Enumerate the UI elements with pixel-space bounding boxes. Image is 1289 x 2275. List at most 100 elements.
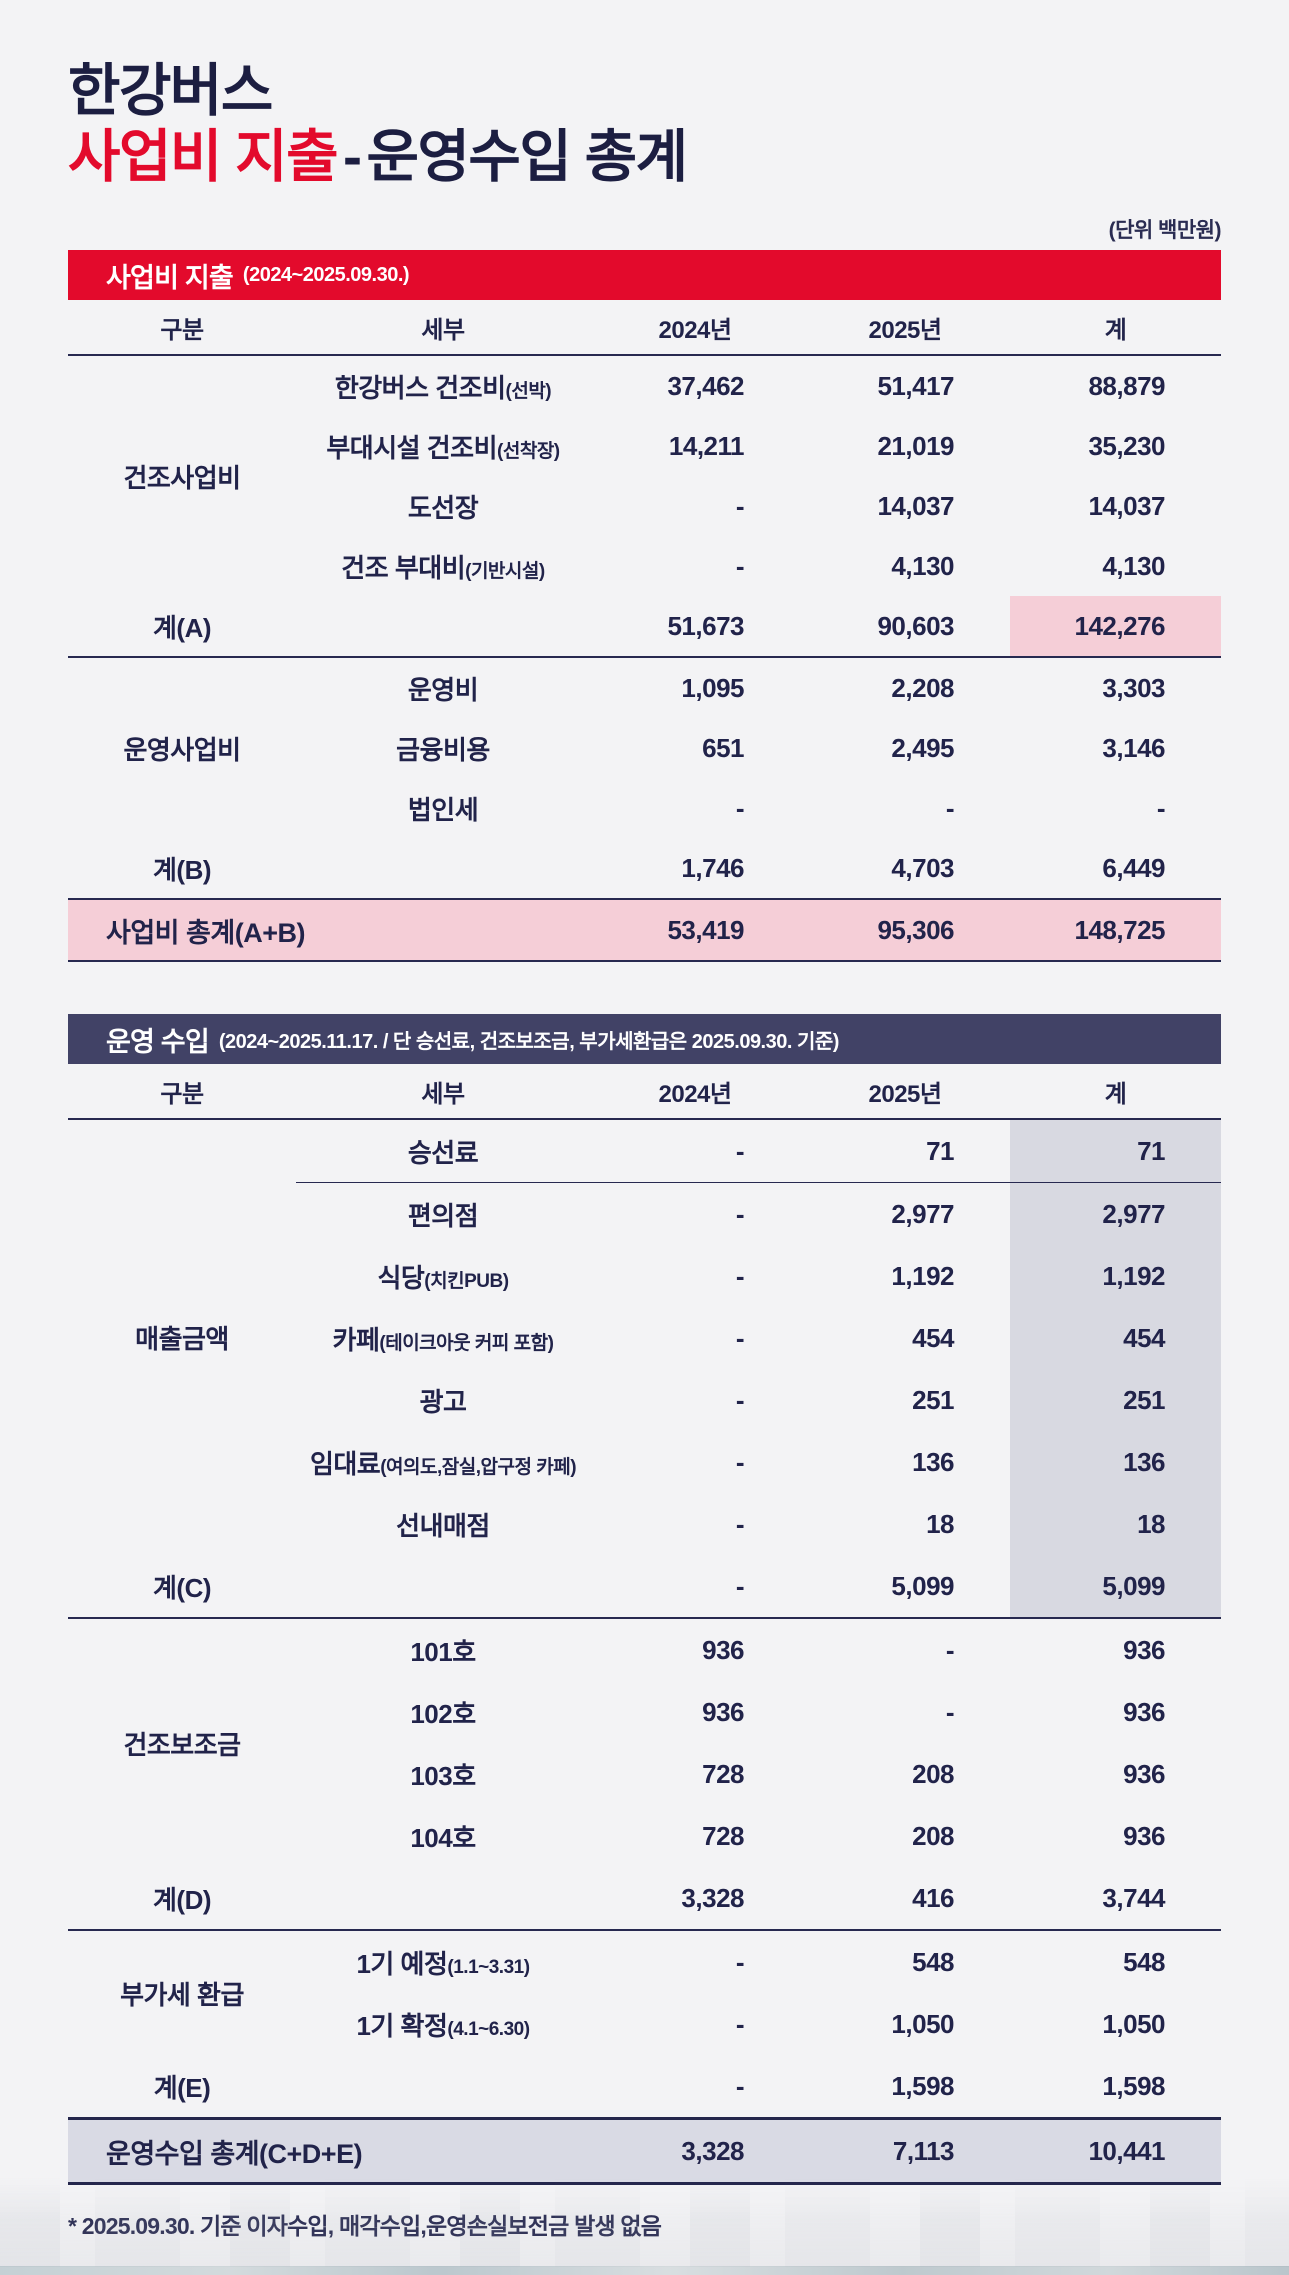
table-row: 건조보조금 101호 936 - 936	[68, 1618, 1221, 1760]
unit-label: (단위 백만원)	[1108, 219, 1222, 243]
column-header-2025: 2025년	[800, 1064, 1010, 1121]
cell-total-highlighted: 454	[1010, 1307, 1221, 1370]
table-row: 금융비용 651 2,495 3,146	[68, 718, 1221, 778]
cell-detail: 101호	[410, 1636, 476, 1667]
cell-2025: 90,603	[800, 596, 1010, 659]
column-header-2024: 2024년	[590, 300, 800, 357]
group-label-operation: 운영사업비	[123, 734, 241, 765]
cell-2024: 37,462	[667, 370, 744, 401]
cell-2024: -	[590, 1555, 800, 1620]
cell-detail-empty	[296, 1867, 590, 1932]
cell-detail: 선내매점	[396, 1510, 490, 1541]
table-row-sum-a: 계(A) 51,673 90,603 142,276	[68, 596, 1221, 659]
expense-header-row: 구분 세부 2024년 2025년 계	[68, 300, 1221, 357]
sum-label: 계(B)	[152, 854, 212, 885]
cell-total: 1,050	[1102, 2008, 1165, 2039]
cell-2024: 936	[702, 1696, 744, 1727]
cell-2025: 136	[912, 1446, 954, 1477]
cell-2024: -	[735, 1260, 745, 1291]
cell-total-highlighted: 1,192	[1010, 1245, 1221, 1308]
cell-2024: -	[735, 550, 745, 581]
cell-total-highlighted: 142,276	[1010, 596, 1221, 659]
cell-2024: 651	[702, 732, 744, 763]
title-line1: 한강버스	[68, 59, 273, 123]
income-section-bar: 운영 수입 (2024~2025.11.17. / 단 승선료, 건조보조금, …	[68, 1014, 1221, 1065]
cell-2024: 53,419	[590, 898, 800, 963]
cell-total: 936	[1123, 1758, 1165, 1789]
cell-total: 14,037	[1088, 490, 1165, 521]
cell-2025: 251	[912, 1384, 954, 1415]
cell-2025: -	[945, 1696, 955, 1727]
cell-2024: 3,328	[590, 1867, 800, 1932]
cell-2025: 454	[912, 1322, 954, 1353]
cell-total: 936	[1123, 1696, 1165, 1727]
column-header-total: 계	[1010, 1064, 1221, 1121]
cell-detail: 카페(테이크아웃 커피 포함)	[332, 1324, 554, 1355]
table-row-sum-d: 계(D) 3,328 416 3,744	[68, 1867, 1221, 1932]
cell-2025: 416	[800, 1867, 1010, 1932]
table-row: 편의점 - 2,977 2,977	[68, 1182, 1221, 1246]
cell-total: 148,725	[1010, 898, 1221, 963]
cell-total: 88,879	[1088, 370, 1165, 401]
cell-total: 936	[1123, 1820, 1165, 1851]
cell-total: 548	[1123, 1946, 1165, 1977]
cell-2025: 95,306	[800, 898, 1010, 963]
cell-detail: 승선료	[296, 1119, 590, 1184]
column-header-group: 구분	[68, 1064, 296, 1121]
cell-2025: 208	[912, 1820, 954, 1851]
cell-2024: 1,746	[681, 852, 744, 883]
cell-2025: 5,099	[800, 1555, 1010, 1620]
cell-2024: -	[735, 2008, 745, 2039]
cell-2024: -	[735, 490, 745, 521]
table-row-sum-e: 계(E) - 1,598 1,598	[68, 2055, 1221, 2119]
cell-2025: 1,598	[891, 2070, 954, 2101]
cell-total: 35,230	[1088, 430, 1165, 461]
cell-2024: -	[735, 792, 745, 823]
cell-2024: -	[735, 1446, 745, 1477]
cell-2024: 936	[702, 1634, 744, 1665]
cell-2025: 14,037	[877, 490, 954, 521]
cell-2025: 2,495	[891, 732, 954, 763]
cell-total-highlighted: 136	[1010, 1431, 1221, 1494]
table-row: 선내매점 - 18 18	[68, 1493, 1221, 1556]
cell-total: 10,441	[1010, 2117, 1221, 2186]
cell-total: 1,598	[1102, 2070, 1165, 2101]
group-label-vat: 부가세 환급	[120, 1979, 244, 2010]
main-title: 한강버스 사업비 지출 - 운영수입 총계	[68, 58, 1221, 190]
table-row: 104호 728 208 936	[68, 1805, 1221, 1867]
group-label-subsidy: 건조보조금	[123, 1729, 241, 1760]
cell-2025: 7,113	[800, 2117, 1010, 2186]
cell-2025: 71	[800, 1119, 1010, 1184]
cell-2025: 1,192	[891, 1260, 954, 1291]
cell-2025: -	[945, 792, 955, 823]
cell-detail: 1기 확정(4.1~6.30)	[356, 2010, 530, 2041]
cell-detail: 운영비	[407, 674, 479, 705]
cell-total-highlighted: 71	[1010, 1119, 1221, 1184]
income-section-period: (2024~2025.11.17. / 단 승선료, 건조보조금, 부가세환급은…	[218, 1030, 840, 1053]
table-row: 매출금액 승선료 - 71 71	[68, 1119, 1221, 1354]
cell-detail: 103호	[410, 1760, 476, 1791]
table-row: 103호 728 208 936	[68, 1743, 1221, 1805]
table-row: 건조사업비 한강버스 건조비(선박) 37,462 51,417 88,879	[68, 355, 1221, 493]
table-row: 광고 - 251 251	[68, 1369, 1221, 1432]
cell-2025: 548	[912, 1946, 954, 1977]
income-section-title: 운영 수입	[106, 1026, 210, 1057]
expense-grand-total-row: 사업비 총계(A+B) 53,419 95,306 148,725	[68, 898, 1221, 963]
income-table: 구분 세부 2024년 2025년 계 매출금액 승선료 - 71 71 편의점…	[68, 1064, 1221, 2186]
table-row: 102호 936 - 936	[68, 1681, 1221, 1743]
cell-total: 3,146	[1102, 732, 1165, 763]
group-label-construction: 건조사업비	[123, 462, 241, 493]
table-row: 건조 부대비(기반시설) - 4,130 4,130	[68, 536, 1221, 596]
column-header-detail: 세부	[296, 1064, 590, 1121]
table-row: 운영사업비 운영비 1,095 2,208 3,303	[68, 657, 1221, 765]
cell-2025: 51,417	[877, 370, 954, 401]
title-line2-rest: 운영수입 총계	[366, 125, 688, 190]
cell-total-highlighted: 251	[1010, 1369, 1221, 1432]
cell-detail: 104호	[410, 1822, 476, 1853]
cell-total: 4,130	[1102, 550, 1165, 581]
cell-total-highlighted: 5,099	[1010, 1555, 1221, 1620]
table-row: 식당(치킨PUB) - 1,192 1,192	[68, 1245, 1221, 1308]
grand-total-label: 운영수입 총계(C+D+E)	[68, 2117, 590, 2186]
table-row: 부가세 환급 1기 예정(1.1~3.31) - 548 548	[68, 1930, 1221, 2010]
cell-2024: -	[735, 1384, 745, 1415]
